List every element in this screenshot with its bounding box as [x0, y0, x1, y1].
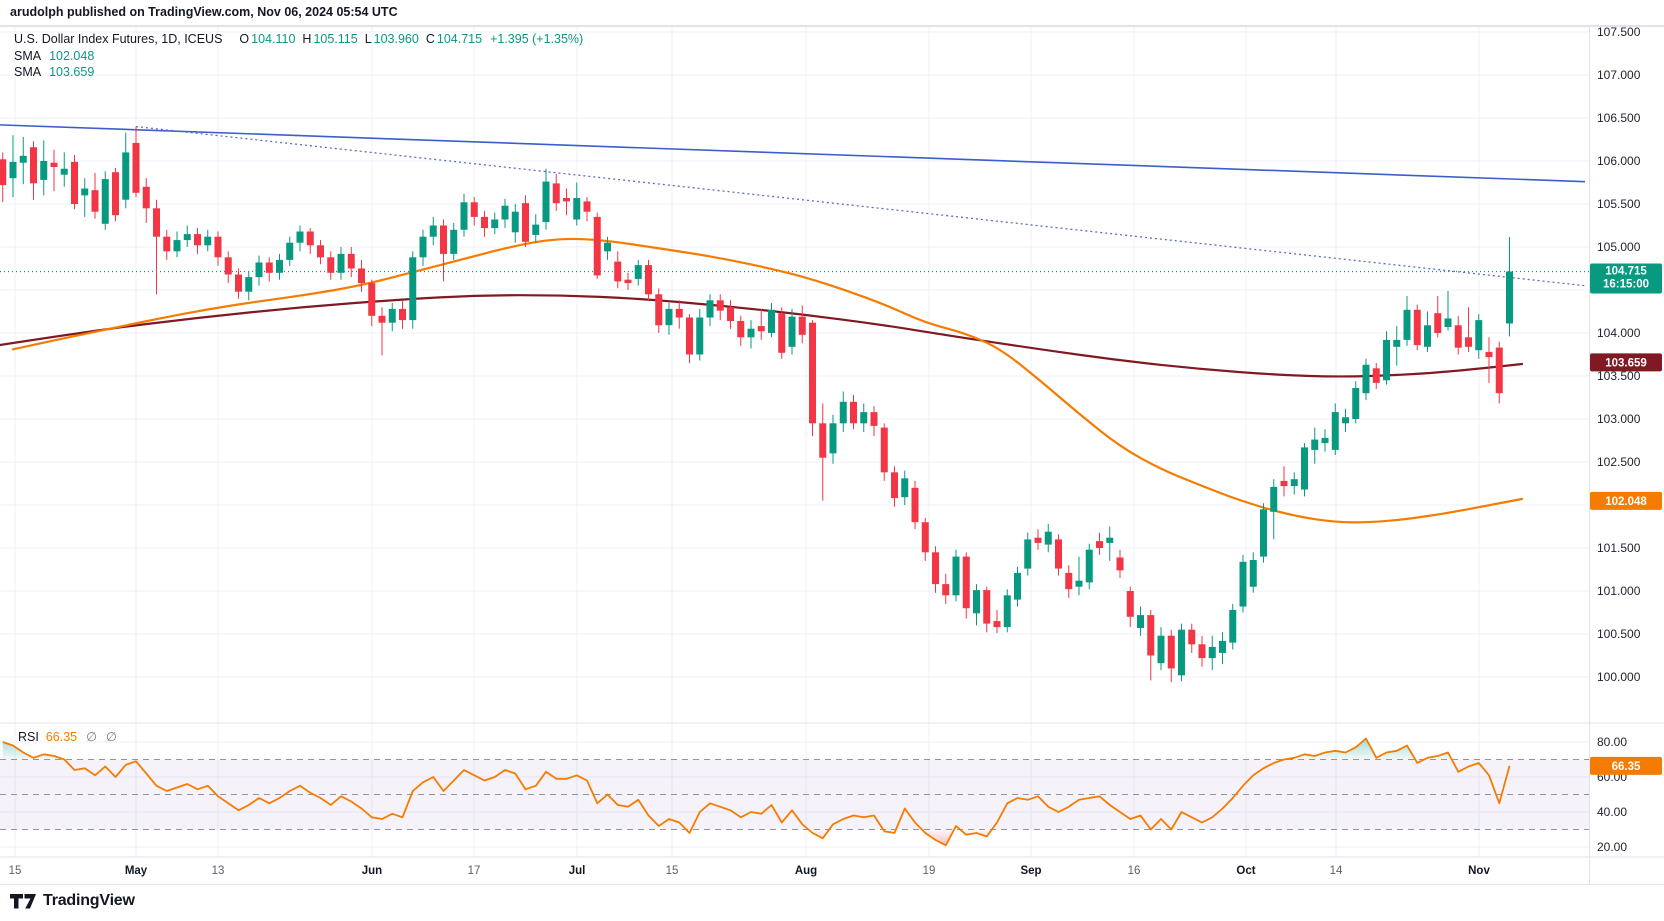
sma-slow-label: SMA — [14, 65, 42, 79]
rsi-overbought-fill — [2, 738, 1452, 760]
change-value: +1.395 (+1.35%) — [490, 32, 584, 46]
low-value: 103.960 — [373, 32, 419, 46]
rsi-legend-row[interactable]: RSI 66.35 ∅ ∅ — [18, 729, 117, 745]
close-label: C — [425, 32, 435, 46]
publish-info-bar: arudolph published on TradingView.com, N… — [0, 0, 1664, 26]
tradingview-logo-text: TradingView — [43, 892, 135, 909]
empty-set-icon: ∅ — [86, 730, 98, 744]
trendline-solid[interactable] — [0, 124, 1586, 183]
publish-info-text: arudolph published on TradingView.com, N… — [10, 5, 398, 19]
svg-text:Sep: Sep — [1020, 865, 1041, 877]
tradingview-logo[interactable]: TradingView — [10, 889, 135, 913]
price-axis[interactable]: 107.500 107.000 106.500 106.000 105.500 105.0… — [1590, 25, 1662, 854]
svg-text:Jun: Jun — [362, 865, 382, 877]
svg-text:105.000: 105.000 — [1597, 240, 1641, 254]
svg-text:Oct: Oct — [1236, 865, 1255, 877]
svg-text:105.500: 105.500 — [1597, 197, 1641, 211]
svg-text:107.500: 107.500 — [1597, 25, 1641, 39]
low-label: L — [364, 32, 372, 46]
open-label: O — [239, 32, 250, 46]
svg-text:14: 14 — [1330, 865, 1343, 877]
grid-lines — [0, 27, 1589, 857]
symbol-legend[interactable]: U.S. Dollar Index Futures, 1D, ICEUS O 104… — [14, 31, 583, 80]
svg-text:17: 17 — [468, 865, 481, 877]
sma-fast-label: SMA — [14, 48, 42, 63]
svg-text:20.00: 20.00 — [1597, 840, 1627, 854]
svg-text:Jul: Jul — [569, 865, 586, 877]
svg-text:103.000: 103.000 — [1597, 412, 1641, 426]
open-value: 104.110 — [251, 32, 296, 46]
tradingview-logo-icon — [10, 893, 36, 908]
svg-text:104.000: 104.000 — [1597, 326, 1641, 340]
time-axis[interactable]: 15 May 13 Jun 17 Jul 15 Aug 19 Sep 16 Oct 14 Nov — [9, 865, 1491, 877]
sma-slow-line[interactable] — [0, 294, 1524, 378]
last-price-badge — [1590, 263, 1662, 294]
pane-separators — [0, 26, 1664, 885]
svg-text:101.500: 101.500 — [1597, 541, 1641, 555]
svg-text:66.35: 66.35 — [1612, 761, 1641, 773]
close-value: 104.715 — [436, 32, 483, 46]
candlestick-series — [0, 126, 1513, 683]
rsi-line[interactable] — [2, 737, 1511, 847]
indicator-value-badge — [1590, 353, 1662, 372]
svg-text:16:15:00: 16:15:00 — [1603, 279, 1649, 291]
sma-fast-legend-row[interactable]: SMA 102.048 — [14, 48, 583, 64]
high-label: H — [302, 32, 312, 46]
rsi-oversold-fill — [686, 829, 1172, 846]
svg-text:19: 19 — [923, 865, 936, 877]
indicator-value-badge — [1590, 491, 1662, 510]
empty-set-icon: ∅ — [106, 730, 117, 744]
svg-text:102.048: 102.048 — [1605, 496, 1647, 508]
svg-text:40.00: 40.00 — [1597, 805, 1627, 819]
sma-fast-line[interactable] — [11, 237, 1524, 524]
sma-slow-value: 103.659 — [49, 65, 95, 79]
rsi-value: 66.35 — [45, 730, 78, 744]
svg-text:13: 13 — [212, 865, 225, 877]
svg-text:102.500: 102.500 — [1597, 455, 1641, 469]
svg-text:15: 15 — [666, 865, 679, 877]
svg-text:103.500: 103.500 — [1597, 369, 1641, 383]
sma-fast-value: 102.048 — [49, 48, 95, 63]
svg-text:100.000: 100.000 — [1597, 670, 1641, 684]
svg-text:104.715: 104.715 — [1605, 266, 1647, 278]
svg-text:May: May — [125, 865, 148, 877]
svg-text:106.000: 106.000 — [1597, 154, 1641, 168]
svg-text:80.00: 80.00 — [1597, 735, 1627, 749]
svg-text:16: 16 — [1128, 865, 1141, 877]
high-value: 105.115 — [313, 32, 358, 46]
sma-slow-legend-row[interactable]: SMA 103.659 — [14, 64, 583, 80]
svg-text:107.000: 107.000 — [1597, 68, 1641, 82]
indicator-value-badge — [1590, 756, 1662, 775]
svg-text:101.000: 101.000 — [1597, 584, 1641, 598]
svg-text:100.500: 100.500 — [1597, 627, 1641, 641]
svg-text:106.500: 106.500 — [1597, 111, 1641, 125]
svg-text:Nov: Nov — [1468, 865, 1490, 877]
svg-text:Aug: Aug — [795, 865, 817, 877]
rsi-label: RSI — [18, 730, 39, 744]
symbol-title: U.S. Dollar Index Futures, 1D, ICEUS — [14, 32, 223, 46]
svg-text:15: 15 — [9, 865, 22, 877]
symbol-legend-row[interactable]: U.S. Dollar Index Futures, 1D, ICEUS O 104… — [14, 31, 583, 47]
svg-text:103.659: 103.659 — [1605, 357, 1647, 369]
